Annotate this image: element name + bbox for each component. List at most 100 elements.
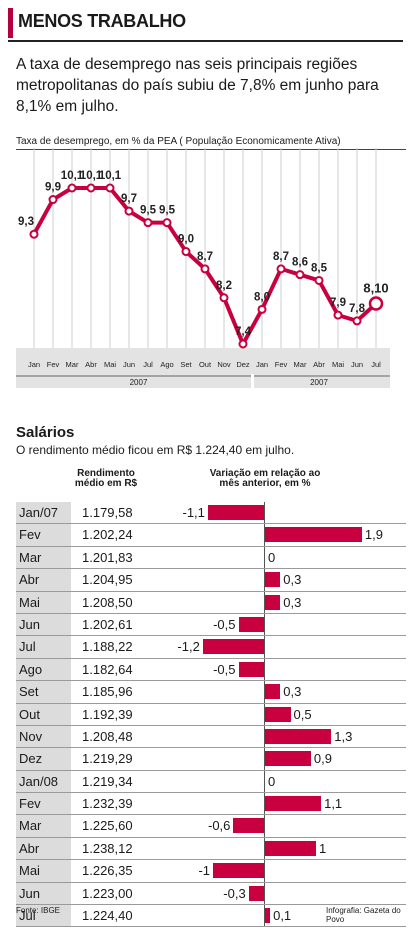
variation-bar	[265, 527, 362, 543]
zero-axis	[264, 725, 265, 748]
month-cell: Jul	[16, 636, 71, 658]
income-cell: 1.192,39	[82, 706, 133, 722]
zero-axis	[264, 546, 265, 569]
variation-label: 0,3	[283, 572, 302, 588]
x-tick-label: Mai	[104, 360, 116, 369]
income-cell: 1.179,58	[82, 505, 133, 520]
variation-bar	[238, 616, 264, 632]
data-label: 8,10	[363, 281, 388, 296]
variation-label: -1	[198, 863, 210, 879]
table-row: Jan/08 1.219,34 0	[16, 770, 406, 794]
data-point	[368, 296, 384, 311]
month-cell: Jan/08	[16, 770, 71, 793]
data-point	[314, 275, 324, 285]
variation-label: -0,3	[223, 885, 246, 901]
table-row: Jun 1.202,61 -0,5	[16, 613, 406, 637]
zero-axis	[264, 748, 265, 770]
zero-axis	[264, 591, 265, 613]
table-row: Jul 1.224,40 0,1	[16, 905, 406, 928]
data-label: 9,3	[18, 216, 34, 228]
table-row: Jun 1.223,00 -0,3	[16, 882, 406, 906]
month-cell: Fev	[16, 793, 71, 815]
x-tick-label: Fev	[275, 360, 288, 369]
variation-bar	[207, 505, 264, 520]
data-label: 9,7	[121, 193, 137, 205]
data-point	[105, 183, 115, 193]
data-point	[86, 183, 96, 193]
variation-label: 0,5	[293, 706, 312, 722]
income-cell: 1.232,39	[82, 796, 133, 812]
data-label: 8,2	[216, 280, 232, 292]
x-tick-label: Jul	[371, 360, 381, 369]
month-cell: Nov	[16, 725, 71, 748]
data-label: 9,5	[159, 205, 176, 217]
month-cell: Mar	[16, 815, 71, 837]
month-cell: Abr	[16, 569, 71, 591]
variation-bar	[248, 885, 264, 901]
data-label: 7,8	[349, 303, 366, 315]
variation-label: 0,3	[283, 684, 302, 700]
data-point	[181, 247, 191, 257]
data-label: 8,5	[311, 262, 328, 274]
variation-bar	[265, 684, 281, 700]
income-cell: 1.226,35	[82, 863, 133, 879]
month-cell: Dez	[16, 748, 71, 770]
income-column-header: Rendimento médio em R$	[74, 468, 138, 489]
variation-label: 1,3	[334, 728, 353, 744]
zero-axis	[264, 770, 265, 793]
variation-label: -0,5	[213, 661, 236, 677]
income-cell: 1.219,29	[82, 751, 133, 767]
salary-title: Salários	[16, 424, 75, 441]
title-accent	[8, 8, 13, 38]
table-row: Mar 1.201,83 0	[16, 546, 406, 570]
variation-label: 1,9	[364, 527, 383, 543]
variation-bar	[265, 796, 322, 812]
month-cell: Mai	[16, 591, 71, 613]
zero-axis	[264, 905, 265, 927]
variation-bar	[202, 639, 264, 655]
month-cell: Jun	[16, 882, 71, 905]
line-chart-caption: Taxa de desemprego, em % da PEA ( Popula…	[16, 136, 406, 150]
table-row: Abr 1.238,12 1	[16, 837, 406, 861]
data-point	[238, 339, 248, 349]
x-tick-label: Ago	[160, 360, 173, 369]
data-label: 8,7	[197, 251, 213, 263]
table-row: Ago 1.182,64 -0,5	[16, 658, 406, 682]
x-tick-label: Dez	[236, 360, 250, 369]
x-tick-label: Abr	[313, 360, 325, 369]
income-cell: 1.185,96	[82, 684, 133, 700]
data-label: 7,9	[330, 297, 346, 309]
zero-axis	[264, 613, 265, 636]
month-cell: Ago	[16, 658, 71, 681]
month-cell: Mai	[16, 860, 71, 882]
income-cell: 1.219,34	[82, 773, 133, 789]
variation-bar	[265, 840, 316, 856]
unemployment-line-chart: 9,3 Jan 9,9 Fev 10,1 Mar 10,1 Abr 10,1 Mai 9,7 Jun 9…	[16, 148, 390, 388]
lead-text: A taxa de desemprego nas seis principais…	[16, 56, 379, 115]
income-cell: 1.188,22	[82, 639, 133, 655]
variation-bar	[265, 706, 291, 722]
income-cell: 1.182,64	[82, 661, 133, 677]
income-cell: 1.201,83	[82, 549, 133, 565]
x-tick-label: Out	[199, 360, 212, 369]
month-cell: Set	[16, 681, 71, 703]
zero-axis	[264, 837, 265, 860]
data-point	[124, 206, 134, 216]
x-tick-label: Jan	[28, 360, 40, 369]
data-label: 10,1	[61, 170, 84, 182]
data-point	[219, 293, 229, 303]
variation-bar	[233, 818, 264, 834]
zero-axis	[264, 569, 265, 591]
variation-bar	[265, 908, 271, 924]
zero-axis	[264, 882, 265, 905]
variation-bar	[265, 751, 311, 767]
x-tick-label: Jun	[351, 360, 363, 369]
income-cell: 1.202,24	[82, 527, 133, 543]
month-cell: Jul	[16, 905, 71, 927]
year-label: 2007	[130, 378, 148, 387]
month-cell: Mar	[16, 546, 71, 569]
variation-label: 1	[319, 840, 327, 856]
axis-band	[16, 348, 390, 388]
data-point	[48, 195, 58, 205]
income-cell: 1.202,61	[82, 616, 133, 632]
